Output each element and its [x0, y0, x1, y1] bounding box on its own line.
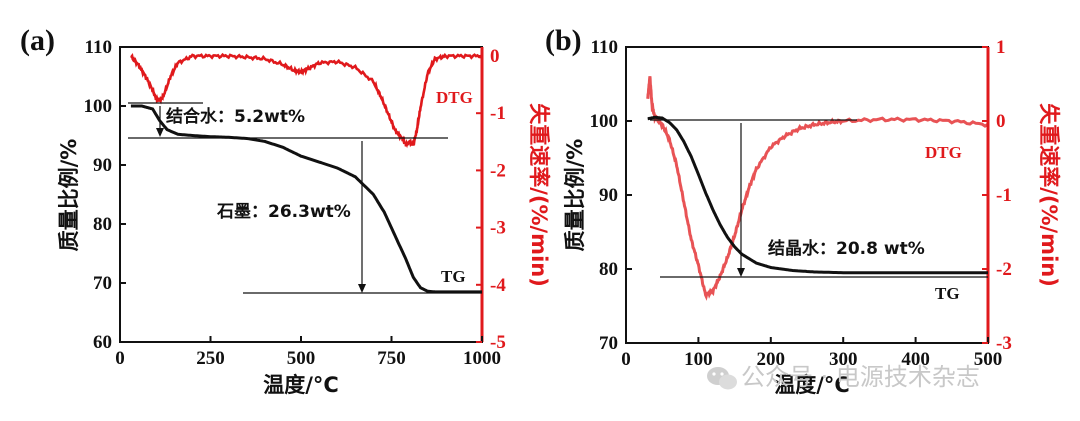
y-left-tick-label: 100 — [590, 111, 619, 132]
y-left-tick-label: 110 — [85, 37, 112, 58]
y-right-tick-label: -2 — [996, 259, 1012, 280]
y-axis-right-ticks-a: 0 -1 -2 -3 -4 -5 — [476, 46, 506, 353]
series-line-tg-a — [130, 104, 482, 294]
y-right-tick-label: -4 — [490, 275, 506, 296]
y-axis-right-ticks-b: 1 0 -1 -2 -3 — [982, 37, 1012, 354]
annotation-bound-water: 结合水：5.2wt% — [166, 106, 305, 127]
x-tick-label: 300 — [829, 349, 858, 370]
y-left-tick-label: 60 — [93, 332, 112, 353]
x-axis-ticks-b: 0 100 200 300 400 500 — [621, 337, 1002, 370]
x-axis-ticks-a: 0 250 500 750 1000 — [115, 336, 501, 369]
x-tick-label: 1000 — [463, 348, 501, 369]
x-tick-label: 400 — [901, 349, 930, 370]
annotation-graphite: 石墨：26.3wt% — [216, 202, 351, 222]
y-axis-left-label-a: 质量比例/% — [57, 139, 81, 252]
watermark: 公众号 · 电源技术杂志 — [707, 363, 980, 391]
y-right-tick-label: -3 — [490, 218, 506, 239]
y-left-tick-label: 80 — [93, 214, 112, 235]
x-tick-label: 200 — [757, 349, 786, 370]
panel-label-b: (b) — [545, 24, 582, 57]
y-left-tick-label: 110 — [591, 37, 618, 58]
y-left-tick-label: 70 — [93, 273, 112, 294]
x-tick-label: 0 — [115, 348, 125, 369]
series-label-dtg-b: DTG — [925, 143, 962, 162]
chart-panel-b: (b) 0 100 200 300 400 500 70 80 90 100 110 1 0 -1 -2… — [545, 24, 1061, 397]
plot-frame-b — [625, 46, 989, 344]
y-axis-left-label-b: 质量比例/% — [563, 139, 587, 252]
y-left-tick-label: 90 — [599, 185, 618, 206]
x-axis-label-b: 温度/°C — [774, 373, 850, 397]
y-right-tick-label: -1 — [996, 185, 1012, 206]
y-left-tick-label: 100 — [84, 96, 113, 117]
series-line-tg-b — [647, 115, 988, 275]
series-line-dtg-b — [646, 76, 989, 301]
y-right-tick-label: 1 — [996, 37, 1006, 58]
arrowhead-bound-water — [156, 128, 164, 137]
y-right-tick-label: 0 — [490, 46, 500, 67]
y-axis-right-label-a: 失重速率/(%/min) — [527, 103, 551, 287]
y-axis-right-label-b: 失重速率/(%/min) — [1037, 103, 1061, 287]
wechat-icon — [707, 367, 737, 390]
series-label-tg-a: TG — [441, 267, 466, 286]
plot-frame-a — [119, 46, 483, 343]
y-right-tick-label: -5 — [490, 332, 506, 353]
watermark-text: 公众号 · 电源技术杂志 — [741, 363, 980, 391]
x-tick-label: 500 — [974, 349, 1003, 370]
x-tick-label: 750 — [377, 348, 406, 369]
y-left-tick-label: 80 — [599, 259, 618, 280]
x-axis-label-a: 温度/°C — [263, 373, 339, 397]
y-right-tick-label: -3 — [996, 333, 1012, 354]
x-tick-label: 100 — [684, 349, 713, 370]
chart-panel-a: (a) 0 250 500 750 1000 60 70 80 90 100 110 0 -1 -2 -… — [20, 24, 551, 397]
annotation-crystal-water: 结晶水：20.8 wt% — [768, 238, 925, 259]
x-tick-label: 500 — [287, 348, 316, 369]
x-tick-label: 0 — [621, 349, 631, 370]
y-axis-left-ticks-a: 60 70 80 90 100 110 — [84, 37, 126, 353]
y-left-tick-label: 70 — [599, 333, 618, 354]
series-line-dtg-a — [129, 52, 484, 149]
y-right-tick-label: -2 — [490, 160, 506, 181]
x-tick-label: 250 — [196, 348, 225, 369]
y-right-tick-label: 0 — [996, 111, 1006, 132]
y-right-tick-label: -1 — [490, 103, 506, 124]
series-label-dtg-a: DTG — [436, 88, 473, 107]
y-axis-left-ticks-b: 70 80 90 100 110 — [590, 37, 632, 354]
y-left-tick-label: 90 — [93, 155, 112, 176]
panel-label-a: (a) — [20, 24, 55, 57]
arrowhead-graphite — [358, 284, 366, 293]
arrowhead-crystal-water — [737, 268, 745, 277]
series-label-tg-b: TG — [935, 284, 960, 303]
